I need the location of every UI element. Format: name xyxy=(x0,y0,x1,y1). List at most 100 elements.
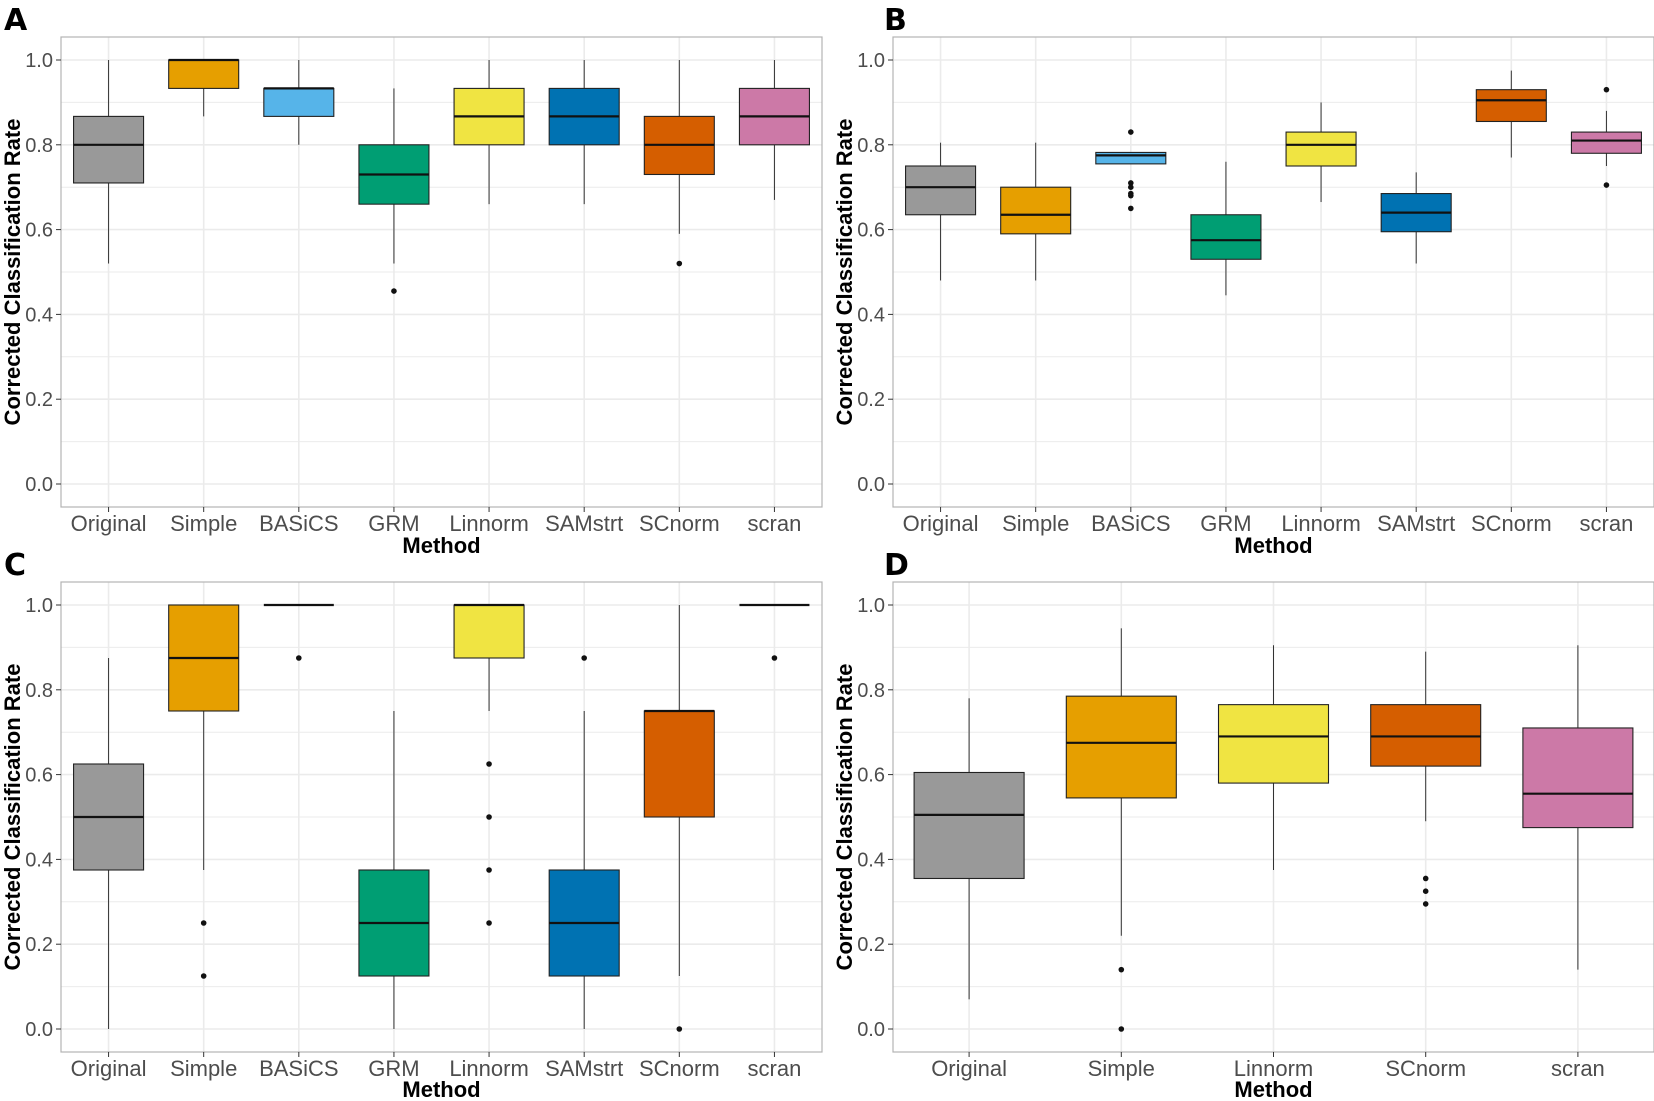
y-tick-label: 0.2 xyxy=(25,389,53,411)
box-scnorm xyxy=(1475,70,1547,158)
x-tick-label: Linnorm xyxy=(1281,511,1360,536)
panel-border xyxy=(60,581,823,1053)
box-samstrt xyxy=(1380,172,1452,264)
y-tick-label: 0.4 xyxy=(25,304,53,326)
box-iqr xyxy=(1570,131,1642,154)
y-tick-label: 0.4 xyxy=(857,849,885,871)
outlier-point xyxy=(581,655,587,661)
outlier-point xyxy=(200,973,207,979)
panel-b: 0.0 0.2 0.4 0.6 0.8 1.0 Original Simple BASiCS GR… xyxy=(832,3,1654,558)
x-tick-label: BASiCS xyxy=(259,511,338,536)
outlier-point xyxy=(1128,205,1134,212)
outlier-point xyxy=(676,1026,683,1032)
y-tick-label: 0.6 xyxy=(857,220,885,242)
box-samstrt xyxy=(548,655,620,1029)
outlier-point xyxy=(486,814,492,820)
x-tick-label: Linnorm xyxy=(449,1056,528,1081)
outlier-point xyxy=(1422,901,1429,907)
x-tick-label: GRM xyxy=(1200,511,1251,536)
x-tick-label: SAMstrt xyxy=(545,511,623,536)
y-tick-label: 0.6 xyxy=(25,220,53,242)
outlier-point xyxy=(676,260,683,267)
box-basics xyxy=(263,60,335,145)
y-tick-label: 0.2 xyxy=(857,389,885,411)
y-tick-label: 0.8 xyxy=(857,680,885,702)
outlier-point xyxy=(486,761,492,767)
x-axis-title: Method xyxy=(1234,1077,1312,1101)
box-linnorm xyxy=(1285,102,1357,203)
box-iqr xyxy=(913,771,1025,880)
box-scnorm xyxy=(1370,651,1482,907)
outlier-point xyxy=(200,920,207,926)
box-linnorm xyxy=(453,60,525,205)
y-axis-title: Corrected Classification Rate xyxy=(832,119,857,426)
box-iqr xyxy=(905,165,977,216)
x-tick-label: Original xyxy=(903,511,979,536)
box-iqr xyxy=(1190,214,1262,260)
box-iqr xyxy=(1000,186,1072,235)
panel-border xyxy=(60,36,823,508)
panel-a: 0.0 0.2 0.4 0.6 0.8 1.0 Original Simple BASiCS GR… xyxy=(0,3,823,558)
box-simple xyxy=(168,604,240,979)
outlier-point xyxy=(1128,129,1134,135)
box-grm xyxy=(358,711,430,1029)
y-tick-label: 1.0 xyxy=(857,595,885,617)
outlier-point xyxy=(391,288,397,294)
outlier-point xyxy=(1422,875,1429,882)
x-tick-label: GRM xyxy=(368,511,419,536)
box-simple xyxy=(168,58,240,117)
x-tick-label: Simple xyxy=(1088,1056,1155,1081)
y-tick-label: 0.4 xyxy=(857,304,885,326)
x-tick-label: SAMstrt xyxy=(545,1056,623,1081)
box-scran xyxy=(1522,645,1634,970)
x-tick-label: Linnorm xyxy=(449,511,528,536)
y-tick-label: 0.8 xyxy=(25,135,53,157)
y-tick-label: 0.0 xyxy=(857,1019,885,1041)
y-tick-label: 0.0 xyxy=(25,1019,53,1041)
box-iqr xyxy=(1065,695,1177,799)
x-tick-label: Linnorm xyxy=(1234,1056,1313,1081)
y-axis-title: Corrected Classification Rate xyxy=(832,664,857,971)
x-tick-label: SCnorm xyxy=(639,1056,720,1081)
x-tick-label: SCnorm xyxy=(1385,1056,1466,1081)
box-basics xyxy=(1095,129,1167,212)
y-tick-label: 0.8 xyxy=(857,135,885,157)
x-tick-label: Simple xyxy=(1002,511,1069,536)
box-grm xyxy=(1190,161,1262,296)
y-tick-label: 0.2 xyxy=(25,934,53,956)
box-scran xyxy=(738,60,810,200)
panel-letter: D xyxy=(884,548,909,583)
x-tick-label: scran xyxy=(748,1056,802,1081)
outlier-point xyxy=(1128,192,1134,199)
x-axis-title: Method xyxy=(1234,533,1312,558)
box-simple xyxy=(1000,142,1072,281)
box-samstrt xyxy=(548,60,620,205)
y-axis-title: Corrected Classification Rate xyxy=(0,119,25,426)
box-basics xyxy=(263,603,334,661)
x-tick-label: scran xyxy=(1551,1056,1605,1081)
box-iqr xyxy=(453,604,525,659)
outlier-point xyxy=(296,655,302,661)
box-original xyxy=(913,698,1025,1000)
box-iqr xyxy=(168,59,240,89)
y-tick-label: 0.4 xyxy=(25,849,53,871)
outlier-point xyxy=(1603,86,1610,93)
box-iqr xyxy=(1095,151,1167,165)
y-tick-label: 0.8 xyxy=(25,680,53,702)
x-tick-label: scran xyxy=(1580,511,1634,536)
x-tick-label: Original xyxy=(71,1056,147,1081)
outlier-point xyxy=(486,867,492,873)
x-tick-label: SAMstrt xyxy=(1377,511,1455,536)
outlier-point xyxy=(1118,966,1125,973)
x-tick-label: SCnorm xyxy=(1471,511,1552,536)
box-linnorm xyxy=(1217,645,1330,870)
y-tick-label: 1.0 xyxy=(25,50,53,72)
x-axis-title: Method xyxy=(402,1077,480,1101)
box-iqr xyxy=(1285,131,1357,167)
panel-letter: A xyxy=(4,3,28,38)
outlier-point xyxy=(1118,1026,1125,1032)
x-tick-label: Simple xyxy=(170,511,237,536)
x-tick-label: scran xyxy=(748,511,802,536)
outlier-point xyxy=(486,920,492,926)
box-original xyxy=(905,142,977,281)
